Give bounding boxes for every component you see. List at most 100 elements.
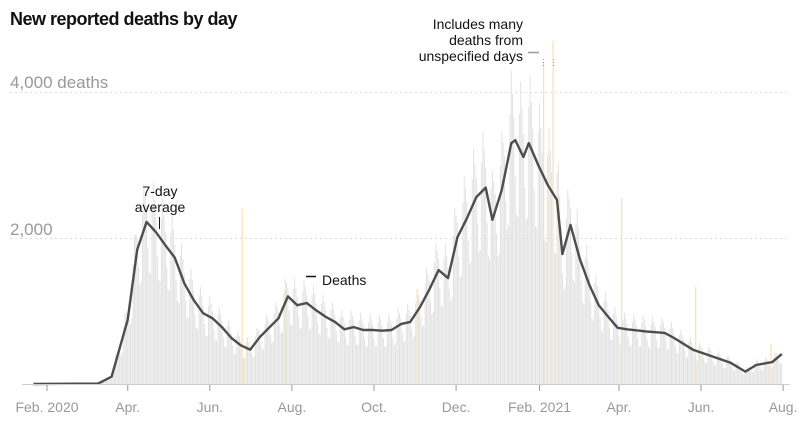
daily-deaths-bar [626, 323, 628, 384]
unspecified-days-bar [621, 197, 623, 384]
daily-deaths-bar [475, 178, 477, 384]
daily-deaths-bar [462, 202, 464, 384]
daily-deaths-bar [385, 346, 387, 384]
daily-deaths-bar [707, 350, 709, 384]
daily-deaths-bar [610, 339, 612, 384]
daily-deaths-bar [252, 357, 254, 384]
daily-deaths-bar [343, 323, 345, 384]
daily-deaths-bar [689, 337, 691, 384]
daily-deaths-bar [443, 258, 445, 384]
daily-deaths-bar [366, 346, 368, 384]
daily-deaths-bar [158, 280, 160, 384]
daily-deaths-bar [202, 306, 204, 384]
daily-deaths-bar [563, 289, 565, 384]
daily-deaths-bar [434, 262, 436, 384]
daily-deaths-bar [586, 245, 588, 384]
daily-deaths-bar [351, 316, 353, 384]
daily-deaths-bar [757, 360, 759, 384]
daily-deaths-bar [321, 303, 323, 384]
daily-deaths-bar [298, 316, 300, 384]
daily-deaths-bar [253, 356, 255, 384]
daily-deaths-bar [361, 318, 363, 384]
daily-deaths-bar [754, 363, 756, 384]
daily-deaths-bar [354, 335, 356, 384]
daily-deaths-bar [378, 314, 380, 384]
daily-deaths-bar [673, 333, 675, 384]
daily-deaths-bar [295, 287, 297, 384]
daily-deaths-bar [350, 310, 352, 384]
daily-deaths-bar [159, 281, 161, 384]
daily-deaths-bar [220, 314, 222, 384]
daily-deaths-bar [331, 301, 333, 384]
daily-deaths-bar [163, 215, 165, 384]
daily-deaths-bar [763, 360, 765, 384]
daily-deaths-bar [701, 349, 703, 384]
daily-deaths-bar [296, 297, 298, 384]
daily-deaths-bar [715, 365, 717, 384]
annotation-deaths: Deaths [322, 272, 366, 288]
unspecified-days-bar [552, 40, 554, 385]
daily-deaths-bar [237, 330, 239, 384]
daily-deaths-bar [306, 294, 308, 384]
daily-deaths-bar [545, 242, 547, 384]
x-tick-label: Oct. [361, 399, 387, 415]
daily-deaths-bar [133, 235, 135, 384]
daily-deaths-bar [653, 321, 655, 384]
daily-deaths-bar [249, 346, 251, 384]
daily-deaths-bar [452, 235, 454, 384]
daily-deaths-bar [276, 306, 278, 384]
daily-deaths-bar [485, 167, 487, 384]
daily-deaths-bar [214, 339, 216, 384]
daily-deaths-bar [751, 372, 753, 384]
daily-deaths-bar [347, 345, 349, 384]
daily-deaths-bar [767, 360, 769, 384]
daily-deaths-bar [409, 315, 411, 384]
daily-deaths-bar [191, 280, 193, 384]
daily-deaths-bar [681, 334, 683, 384]
daily-deaths-bar [356, 344, 358, 384]
daily-deaths-bar [111, 378, 113, 384]
daily-deaths-bar [281, 331, 283, 384]
daily-deaths-bar [421, 326, 423, 384]
daily-deaths-bar [755, 359, 757, 384]
daily-deaths-bar [272, 341, 274, 384]
daily-deaths-bar [738, 364, 740, 384]
daily-deaths-bar [103, 381, 105, 384]
daily-deaths-bar [553, 252, 555, 384]
daily-deaths-bar [151, 204, 153, 384]
daily-deaths-bar [469, 263, 471, 384]
daily-deaths-bar [123, 326, 125, 384]
daily-deaths-bar [458, 256, 460, 384]
daily-deaths-bar [750, 370, 752, 384]
daily-deaths-bar [318, 333, 320, 384]
daily-deaths-bar [559, 195, 561, 384]
daily-deaths-bar [277, 311, 279, 384]
daily-deaths-bar [720, 357, 722, 384]
unspecified-days-bar [542, 62, 545, 385]
daily-deaths-bar [479, 250, 481, 384]
daily-deaths-bar [739, 366, 741, 384]
daily-deaths-bar [310, 329, 312, 384]
unspecified-days-bar [284, 289, 286, 384]
daily-deaths-bar [349, 319, 351, 384]
daily-deaths-bar [727, 355, 729, 384]
daily-deaths-bar [658, 347, 660, 384]
daily-deaths-bar [431, 314, 433, 384]
annotation-unspecified-line2: deaths from [449, 32, 523, 48]
daily-deaths-bar [393, 345, 395, 384]
daily-deaths-bar [747, 367, 749, 384]
daily-deaths-bar [565, 217, 567, 384]
daily-deaths-bar [210, 304, 212, 384]
daily-deaths-bar [735, 363, 737, 384]
daily-deaths-bar [752, 371, 754, 384]
daily-deaths-bar [195, 327, 197, 384]
daily-deaths-bar [693, 355, 695, 384]
daily-deaths-bar [643, 320, 645, 384]
daily-deaths-bar [575, 223, 577, 384]
daily-deaths-bar [206, 335, 208, 384]
daily-deaths-bar [498, 254, 500, 384]
daily-deaths-bar [680, 329, 682, 384]
daily-deaths-bar [372, 324, 374, 384]
daily-deaths-bar [718, 350, 720, 384]
daily-deaths-bar [132, 264, 134, 384]
